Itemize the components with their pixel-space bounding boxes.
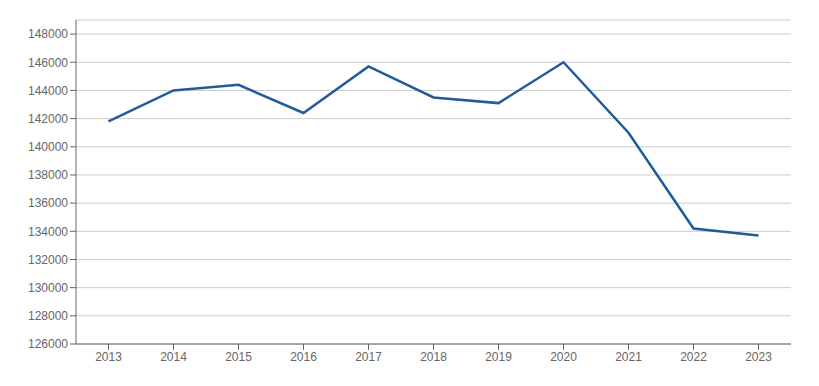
svg-text:2014: 2014 (160, 350, 187, 364)
svg-text:2020: 2020 (550, 350, 577, 364)
svg-text:140000: 140000 (28, 140, 68, 154)
svg-text:2019: 2019 (485, 350, 512, 364)
svg-text:146000: 146000 (28, 56, 68, 70)
svg-text:2015: 2015 (225, 350, 252, 364)
svg-text:2023: 2023 (745, 350, 772, 364)
svg-text:132000: 132000 (28, 253, 68, 267)
svg-text:142000: 142000 (28, 112, 68, 126)
svg-text:136000: 136000 (28, 196, 68, 210)
svg-text:2018: 2018 (420, 350, 447, 364)
svg-text:130000: 130000 (28, 281, 68, 295)
svg-text:144000: 144000 (28, 84, 68, 98)
svg-text:2022: 2022 (680, 350, 707, 364)
svg-text:126000: 126000 (28, 337, 68, 351)
svg-text:148000: 148000 (28, 27, 68, 41)
svg-text:2013: 2013 (95, 350, 122, 364)
svg-text:128000: 128000 (28, 309, 68, 323)
svg-text:2016: 2016 (290, 350, 317, 364)
svg-text:2017: 2017 (355, 350, 382, 364)
svg-text:134000: 134000 (28, 225, 68, 239)
svg-text:138000: 138000 (28, 168, 68, 182)
svg-text:2021: 2021 (615, 350, 642, 364)
